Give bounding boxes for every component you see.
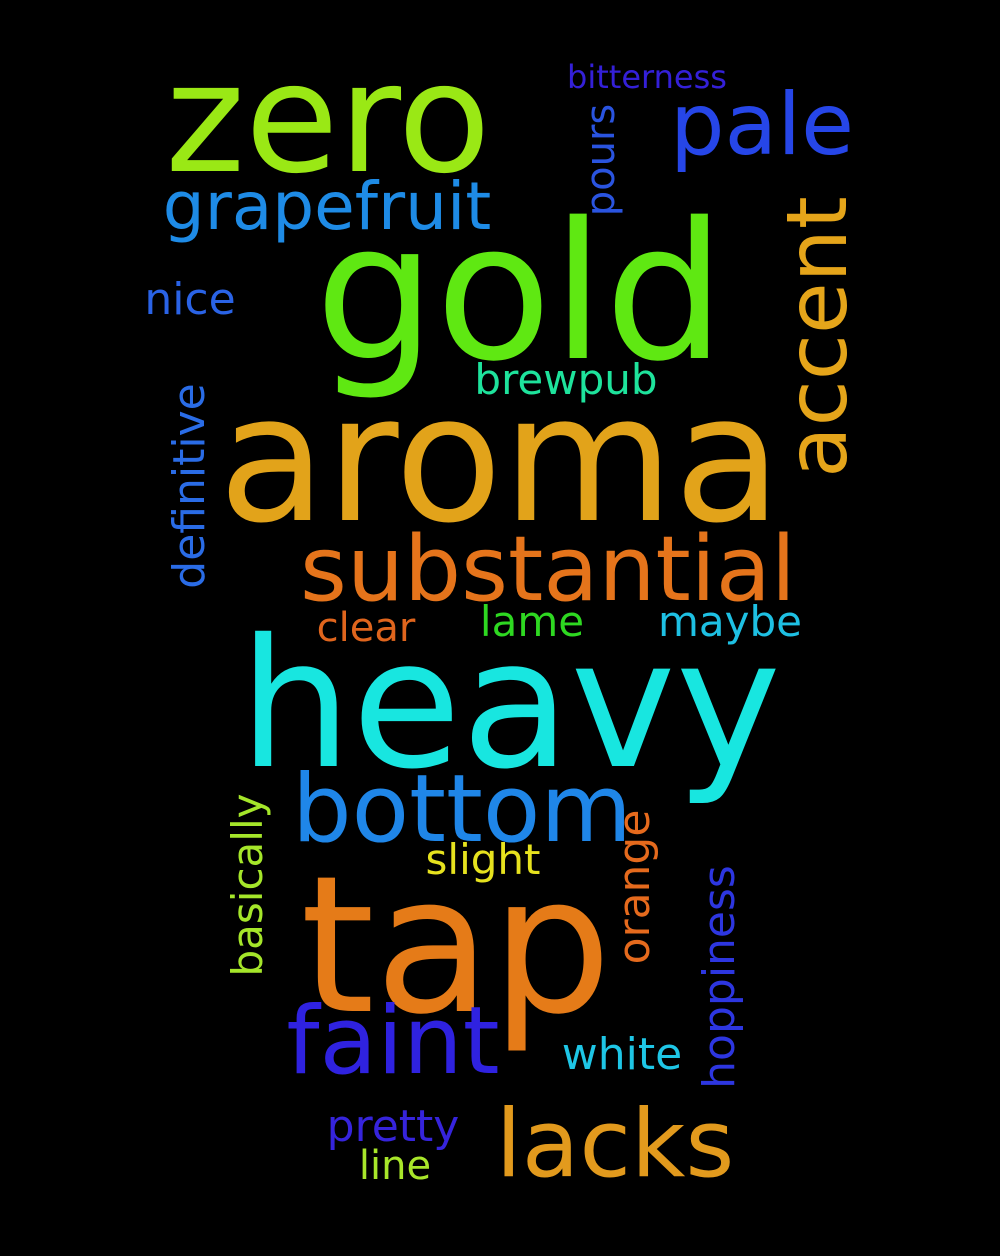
word-tap: tap [300,835,612,1056]
word-definitive: definitive [164,383,215,589]
word-zero: zero [165,30,491,207]
word-pretty: pretty [326,1101,460,1152]
word-substantial: substantial [300,517,796,622]
word-hoppiness: hoppiness [694,865,745,1089]
word-accent: accent [768,196,866,478]
word-clear: clear [316,605,416,651]
word-lacks: lacks [495,1090,735,1199]
word-aroma: aroma [218,357,782,562]
word-maybe: maybe [657,597,803,646]
word-faint: faint [286,987,500,1096]
word-bottom: bottom [292,755,632,864]
word-gold: gold [314,182,726,403]
word-white: white [561,1029,683,1080]
word-brewpub: brewpub [474,355,658,404]
word-grapefruit: grapefruit [162,168,492,245]
word-nice: nice [144,274,236,325]
word-pours: pours [578,103,624,217]
word-slight: slight [425,835,541,884]
word-line: line [358,1143,432,1189]
word-bitterness: bitterness [567,58,727,96]
word-lame: lame [479,597,585,646]
word-orange: orange [609,809,660,965]
word-pale: pale [669,75,855,175]
word-heavy: heavy [238,601,782,808]
word-basically: basically [223,793,272,977]
